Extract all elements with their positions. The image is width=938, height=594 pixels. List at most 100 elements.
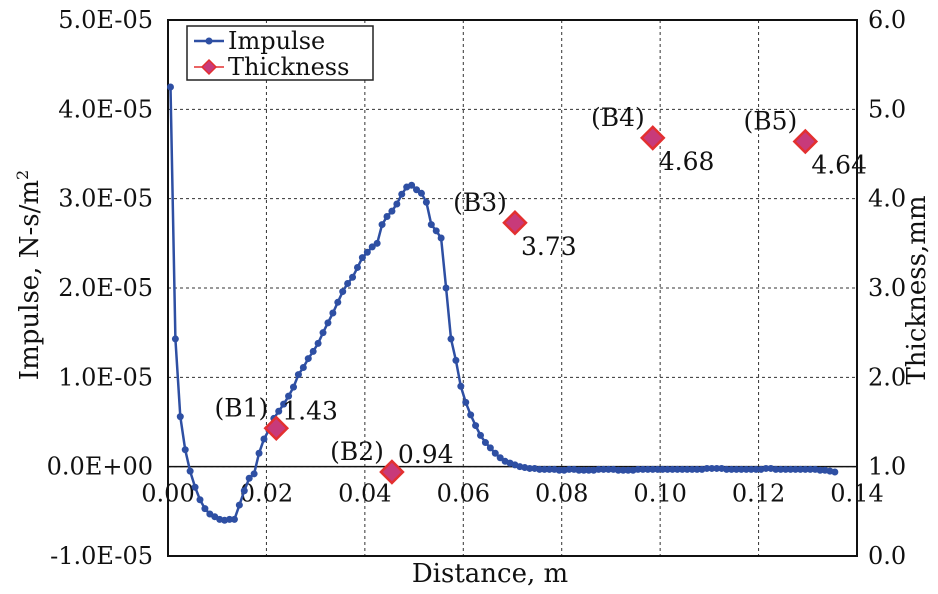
thickness-data-label: 4.68 [659, 147, 715, 176]
impulse-data-point [565, 465, 573, 473]
impulse-data-point [235, 501, 243, 509]
impulse-data-point [659, 465, 667, 473]
thickness-point-tag: (B1) [214, 393, 268, 422]
impulse-data-point [555, 466, 563, 474]
x-axis-ticks: 0.00 0.02 0.04 0.06 0.08 0.10 0.12 0.14 [141, 480, 883, 508]
thickness-data-point [379, 459, 405, 485]
x-tick-label: 0.14 [830, 480, 883, 508]
left-axis-ticks: -1.0E-05 0.0E+00 1.0E-05 2.0E-05 3.0E-05 4.0E… [47, 6, 153, 570]
impulse-data-point [373, 239, 381, 247]
impulse-data-point [600, 465, 608, 473]
impulse-data-point [275, 407, 283, 415]
impulse-data-point [472, 422, 480, 430]
impulse-data-point [358, 254, 366, 262]
impulse-data-point [678, 465, 686, 473]
x-tick-label: 0.00 [141, 480, 194, 508]
thickness-data-point [502, 210, 528, 236]
impulse-data-point [240, 487, 248, 495]
impulse-data-point [496, 454, 504, 462]
impulse-data-point [604, 465, 612, 473]
impulse-data-point [693, 465, 701, 473]
impulse-data-point [260, 435, 268, 443]
impulse-data-point [683, 465, 691, 473]
impulse-data-point [314, 339, 322, 347]
thickness-point-tag: (B4) [591, 103, 645, 132]
impulse-data-point [742, 465, 750, 473]
impulse-data-point [723, 465, 731, 473]
impulse-data-point [299, 364, 307, 372]
grid [168, 20, 857, 556]
impulse-data-point [427, 221, 435, 229]
left-axis-label-text: Impulse, N-s/m [15, 180, 45, 380]
impulse-data-point [585, 466, 593, 474]
thickness-data-label: 3.73 [521, 232, 577, 261]
impulse-data-point [250, 470, 258, 478]
impulse-data-point [801, 465, 809, 473]
left-y-tick-label: 1.0E-05 [58, 363, 153, 391]
impulse-data-point [708, 464, 716, 472]
impulse-data-point [452, 356, 460, 364]
right-y-tick-label: 0.0 [868, 542, 906, 570]
impulse-data-point [417, 189, 425, 197]
x-tick-label: 0.06 [437, 480, 490, 508]
right-y-tick-label: 2.0 [868, 363, 906, 391]
impulse-data-point [575, 466, 583, 474]
legend-thickness-marker [200, 58, 218, 76]
impulse-data-point [713, 464, 721, 472]
impulse-data-point [668, 465, 676, 473]
right-y-tick-label: 4.0 [868, 185, 906, 213]
impulse-data-point [339, 288, 347, 296]
impulse-data-point [481, 439, 489, 447]
impulse-data-point [526, 464, 534, 472]
impulse-data-point [334, 298, 342, 306]
impulse-data-point [181, 446, 189, 454]
impulse-data-point [654, 465, 662, 473]
impulse-data-point [649, 465, 657, 473]
right-y-tick-label: 3.0 [868, 274, 906, 302]
impulse-data-point [324, 319, 332, 327]
right-y-tick-label: 6.0 [868, 6, 906, 34]
impulse-data-point [467, 411, 475, 419]
impulse-data-point [752, 465, 760, 473]
impulse-data-point [408, 181, 416, 189]
impulse-data-point [486, 444, 494, 452]
legend-box [186, 25, 374, 81]
impulse-data-point [796, 465, 804, 473]
left-y-tick-label: 2.0E-05 [58, 274, 153, 302]
x-tick-label: 0.08 [535, 480, 588, 508]
impulse-data-point [437, 234, 445, 242]
impulse-data-point [728, 465, 736, 473]
impulse-data-point [462, 398, 470, 406]
x-tick-label: 0.04 [338, 480, 391, 508]
impulse-data-point [787, 465, 795, 473]
impulse-data-point [304, 355, 312, 363]
impulse-data-point [201, 505, 209, 513]
impulse-data-point [230, 515, 238, 523]
impulse-data-point [536, 465, 544, 473]
impulse-data-point [353, 263, 361, 271]
thickness-data-label: 1.43 [282, 396, 338, 425]
thickness-point-tag: (B5) [744, 106, 798, 135]
impulse-data-point [447, 335, 455, 343]
impulse-data-point [619, 466, 627, 474]
impulse-data-point [294, 371, 302, 379]
impulse-data-point [673, 465, 681, 473]
impulse-data-point [614, 466, 622, 474]
impulse-data-point [747, 465, 755, 473]
impulse-data-point [349, 273, 357, 281]
impulse-data-point [791, 465, 799, 473]
impulse-data-point [329, 309, 337, 317]
impulse-data-point [285, 392, 293, 400]
impulse-data-point [772, 465, 780, 473]
thickness-data-point [639, 125, 666, 151]
impulse-data-point [540, 465, 548, 473]
impulse-data-point [383, 213, 391, 221]
thickness-point-tag: (B2) [330, 437, 384, 466]
impulse-data-point [388, 207, 396, 215]
impulse-data-point [422, 198, 430, 206]
impulse-data-point [226, 515, 234, 523]
impulse-data-point [595, 465, 603, 473]
thickness-data-label: 0.94 [398, 440, 454, 469]
x-tick-label: 0.10 [633, 480, 686, 508]
